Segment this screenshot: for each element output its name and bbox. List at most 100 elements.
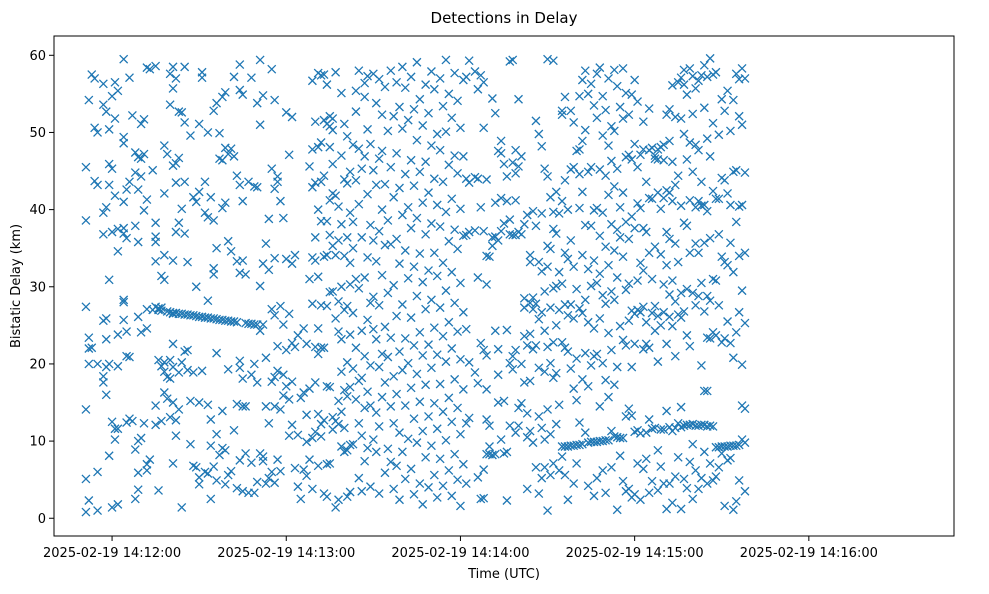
- data-point: [583, 481, 593, 491]
- data-point: [151, 218, 161, 228]
- data-point: [93, 467, 103, 477]
- data-point: [270, 184, 280, 194]
- data-point: [734, 307, 744, 317]
- data-point: [711, 276, 721, 286]
- data-point: [665, 234, 674, 244]
- data-point: [119, 295, 129, 305]
- data-point: [351, 86, 361, 96]
- data-point: [415, 327, 425, 337]
- data-point: [400, 401, 410, 411]
- data-point: [177, 502, 187, 512]
- data-point: [421, 380, 431, 390]
- data-point: [403, 202, 413, 212]
- data-point: [679, 307, 689, 316]
- data-point: [601, 171, 611, 181]
- data-point: [328, 114, 338, 124]
- data-point: [737, 286, 747, 296]
- data-point: [508, 55, 518, 65]
- x-tick-label: 2025-02-19 14:14:00: [391, 546, 529, 561]
- y-axis: 0 10 20 30 40 50 60: [29, 49, 54, 527]
- data-point: [665, 104, 674, 114]
- data-point: [281, 254, 291, 264]
- data-point: [307, 433, 317, 443]
- data-point: [714, 229, 724, 239]
- data-point: [609, 65, 619, 75]
- data-point: [464, 413, 474, 423]
- data-point: [682, 483, 692, 493]
- data-point: [432, 492, 442, 502]
- data-point: [656, 204, 666, 214]
- data-point: [357, 326, 367, 336]
- data-point: [299, 465, 309, 475]
- data-point: [711, 194, 721, 204]
- data-point: [633, 97, 643, 107]
- data-point: [307, 484, 317, 494]
- data-point: [339, 305, 349, 315]
- data-point: [694, 145, 703, 155]
- data-point: [482, 384, 492, 394]
- data-point: [421, 304, 431, 314]
- data-point: [519, 331, 529, 341]
- data-point: [278, 391, 288, 401]
- data-point: [424, 411, 433, 421]
- data-point: [717, 94, 727, 104]
- data-point: [168, 459, 178, 468]
- data-point: [203, 469, 213, 478]
- data-point: [258, 456, 268, 466]
- data-point: [667, 321, 677, 331]
- data-point: [386, 401, 396, 411]
- data-point: [540, 164, 550, 174]
- data-point: [215, 128, 224, 138]
- data-point: [482, 415, 492, 424]
- data-point: [731, 496, 741, 506]
- data-point: [589, 100, 599, 110]
- data-point: [310, 232, 320, 242]
- data-point: [136, 154, 146, 164]
- data-point: [215, 450, 224, 460]
- data-point: [534, 363, 544, 373]
- data-point: [525, 250, 535, 260]
- data-point: [81, 215, 91, 225]
- data-point: [345, 440, 355, 450]
- data-point: [395, 347, 404, 357]
- data-point: [113, 424, 123, 434]
- data-point: [458, 307, 468, 317]
- data-point: [130, 445, 140, 455]
- data-point: [699, 103, 709, 113]
- data-point: [368, 324, 378, 334]
- y-tick-label: 30: [29, 280, 46, 295]
- data-point: [371, 408, 381, 418]
- data-point: [543, 262, 553, 272]
- data-point: [331, 313, 341, 323]
- data-point: [667, 196, 677, 206]
- data-point: [133, 237, 143, 247]
- data-point: [334, 396, 343, 406]
- x-axis: 2025-02-19 14:12:00 2025-02-19 14:13:00 20…: [43, 536, 878, 561]
- data-point: [705, 53, 715, 63]
- data-point: [606, 156, 616, 166]
- data-point: [662, 406, 672, 416]
- data-point: [287, 112, 297, 122]
- data-point: [357, 373, 367, 383]
- data-point: [145, 455, 155, 465]
- data-point: [307, 182, 317, 192]
- data-point: [119, 229, 129, 238]
- data-point: [528, 304, 538, 314]
- data-point: [441, 286, 451, 296]
- data-point: [630, 75, 640, 85]
- data-point: [598, 208, 608, 218]
- data-point: [270, 95, 280, 105]
- data-point: [540, 286, 550, 296]
- data-point: [159, 357, 169, 367]
- data-point: [728, 267, 738, 277]
- data-point: [473, 84, 483, 94]
- data-point: [316, 419, 326, 429]
- data-point: [479, 493, 489, 503]
- data-point: [415, 94, 425, 104]
- data-point: [165, 355, 175, 365]
- data-point: [479, 77, 489, 87]
- data-point: [342, 391, 352, 401]
- data-point: [734, 475, 744, 485]
- data-point: [438, 258, 448, 268]
- data-point: [455, 354, 465, 364]
